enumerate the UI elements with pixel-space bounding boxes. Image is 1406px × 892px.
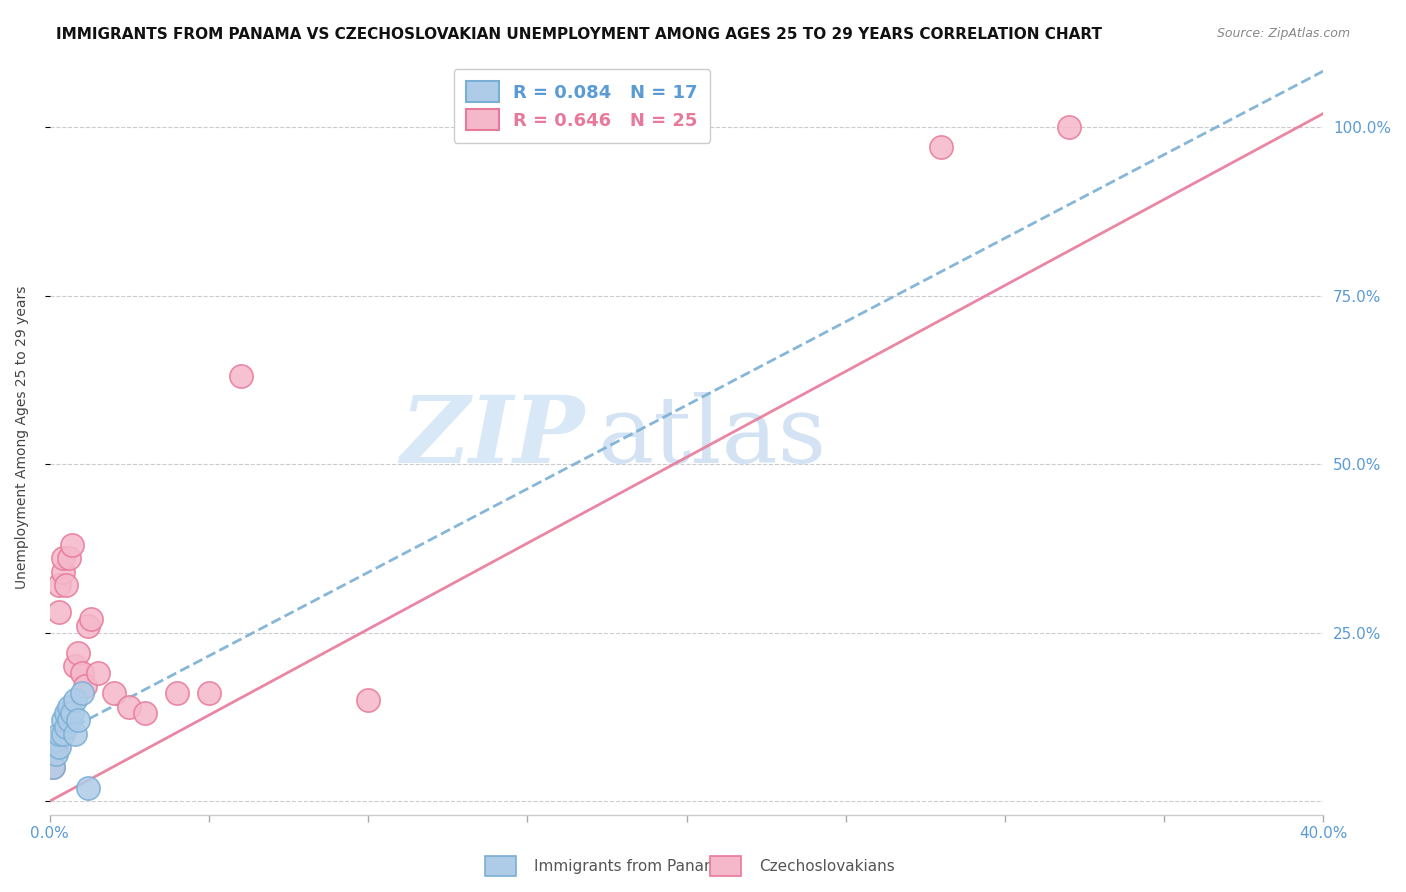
Point <box>52 713 75 727</box>
Point <box>357 693 380 707</box>
Point <box>73 680 96 694</box>
Text: Immigrants from Panama: Immigrants from Panama <box>534 859 728 874</box>
Point <box>58 713 80 727</box>
Legend: R = 0.084   N = 17, R = 0.646   N = 25: R = 0.084 N = 17, R = 0.646 N = 25 <box>454 69 710 143</box>
Point <box>198 686 221 700</box>
Point <box>229 369 252 384</box>
Point <box>45 740 67 755</box>
Point <box>58 551 80 566</box>
Point <box>65 693 87 707</box>
Point <box>55 578 77 592</box>
Point <box>55 720 77 734</box>
Point <box>60 706 83 721</box>
Point <box>86 665 108 680</box>
Point <box>70 665 93 680</box>
Point <box>45 747 67 761</box>
Point <box>48 605 70 619</box>
Point <box>52 551 75 566</box>
Point <box>48 726 70 740</box>
Text: IMMIGRANTS FROM PANAMA VS CZECHOSLOVAKIAN UNEMPLOYMENT AMONG AGES 25 TO 29 YEARS: IMMIGRANTS FROM PANAMA VS CZECHOSLOVAKIA… <box>56 27 1102 42</box>
Text: Czechoslovakians: Czechoslovakians <box>759 859 896 874</box>
Point <box>60 538 83 552</box>
Point <box>118 699 141 714</box>
Point <box>48 578 70 592</box>
Point <box>58 699 80 714</box>
Point <box>67 646 90 660</box>
Text: atlas: atlas <box>598 392 827 482</box>
Point <box>103 686 125 700</box>
Point <box>166 686 188 700</box>
Point <box>52 726 75 740</box>
Point <box>77 780 100 795</box>
Point <box>134 706 156 721</box>
Point <box>67 713 90 727</box>
Point <box>42 760 65 774</box>
Point <box>48 740 70 755</box>
Point <box>65 659 87 673</box>
Text: ZIP: ZIP <box>401 392 585 482</box>
Point <box>65 726 87 740</box>
Point <box>70 686 93 700</box>
Text: Source: ZipAtlas.com: Source: ZipAtlas.com <box>1216 27 1350 40</box>
Point <box>52 565 75 579</box>
Point <box>55 706 77 721</box>
Point <box>45 733 67 747</box>
Point <box>42 760 65 774</box>
Point <box>80 612 103 626</box>
Y-axis label: Unemployment Among Ages 25 to 29 years: Unemployment Among Ages 25 to 29 years <box>15 285 30 589</box>
Point <box>77 619 100 633</box>
Point <box>1057 120 1080 134</box>
Point <box>929 140 952 154</box>
